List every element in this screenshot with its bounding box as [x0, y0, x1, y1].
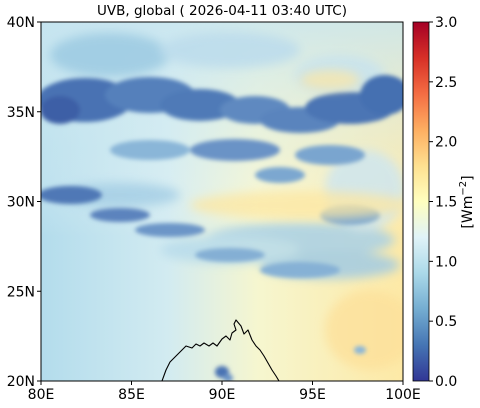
colorbar-ticks: 3.0 2.5 2.0 1.5 1.0 0.5 0.0 [429, 15, 457, 390]
colorbar-tick-label: 2.5 [435, 75, 457, 91]
x-tick-label: 90E [209, 387, 236, 403]
colorbar-tick-label: 1.0 [435, 254, 457, 270]
x-axis: 80E 85E 90E 95E 100E [28, 381, 421, 403]
x-tick-label: 95E [299, 387, 326, 403]
colorbar-tick-label: 3.0 [435, 15, 457, 31]
colorbar-tick-label: 1.5 [435, 195, 457, 211]
colorbar-tick-label: 2.0 [435, 135, 457, 151]
y-tick-label: 30N [7, 195, 35, 211]
y-axis: 40N 35N 30N 25N 20N [7, 15, 41, 390]
colorbar-label: [Wm−2] [458, 175, 476, 228]
y-tick-label: 35N [7, 105, 35, 121]
x-tick-label: 100E [385, 387, 421, 403]
x-tick-label: 85E [118, 387, 145, 403]
y-tick-label: 20N [7, 374, 35, 390]
coastline [161, 319, 280, 381]
cloud-band-north [41, 75, 403, 183]
map-title: UVB, global ( 2026-04-11 03:40 UTC) [97, 3, 347, 19]
colorbar-tick-label: 0.0 [435, 374, 457, 390]
colorbar-tick-label: 0.5 [435, 314, 457, 330]
uvb-field [41, 22, 403, 381]
x-tick-label: 80E [28, 387, 55, 403]
y-tick-label: 40N [7, 15, 35, 31]
colorbar [412, 21, 430, 382]
y-tick-label: 25N [7, 284, 35, 300]
